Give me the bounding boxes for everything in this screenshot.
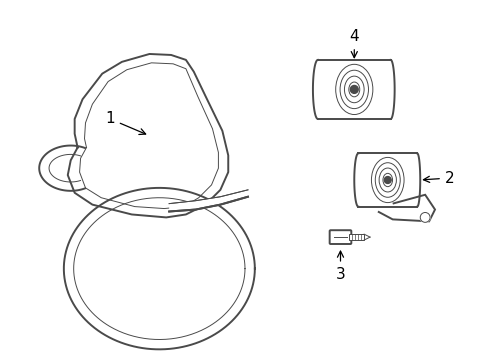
Ellipse shape <box>317 60 390 119</box>
Polygon shape <box>169 190 247 212</box>
Polygon shape <box>68 54 228 217</box>
Circle shape <box>349 85 358 93</box>
Ellipse shape <box>64 188 254 349</box>
Circle shape <box>384 176 390 184</box>
FancyBboxPatch shape <box>329 230 350 244</box>
Text: 4: 4 <box>349 29 358 58</box>
Text: 3: 3 <box>335 251 345 282</box>
Polygon shape <box>348 234 364 240</box>
Text: 1: 1 <box>105 112 145 135</box>
Text: 2: 2 <box>423 171 453 185</box>
Circle shape <box>419 212 429 222</box>
Ellipse shape <box>358 153 416 207</box>
